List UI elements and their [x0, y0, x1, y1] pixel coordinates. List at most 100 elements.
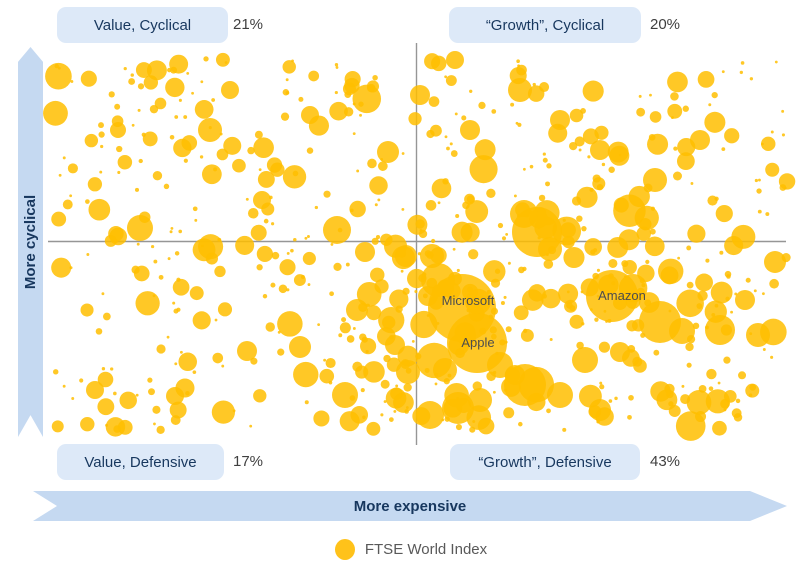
- bubble-large: [468, 388, 492, 412]
- bubble: [80, 70, 97, 87]
- bubble: [266, 157, 283, 173]
- bubble: [675, 411, 706, 441]
- bubble: [761, 136, 776, 152]
- bubble: [516, 59, 520, 64]
- bubble: [153, 259, 158, 264]
- bubble: [369, 176, 388, 195]
- bubble: [232, 158, 246, 173]
- bubble: [644, 236, 665, 257]
- bubble: [138, 158, 143, 164]
- bubble: [153, 422, 156, 426]
- bubble: [203, 56, 209, 62]
- bubble: [350, 406, 369, 424]
- bubble: [307, 283, 311, 286]
- bubble-large: [166, 387, 184, 405]
- bubble-label-apple: Apple: [461, 335, 494, 350]
- bubble: [333, 262, 342, 272]
- bubble: [191, 91, 194, 95]
- bubble: [98, 122, 104, 129]
- bubble: [102, 312, 111, 321]
- bubble: [756, 188, 762, 194]
- bubble: [52, 369, 59, 375]
- bubble: [250, 224, 267, 241]
- bubble: [346, 335, 355, 343]
- bubble: [271, 251, 280, 260]
- bubble: [370, 267, 385, 283]
- bubble: [169, 230, 173, 234]
- bubble: [731, 408, 742, 419]
- bubble: [569, 141, 578, 151]
- quadrant-label-value-cyclical: Value, Cyclical: [93, 16, 192, 34]
- bubble: [454, 112, 458, 116]
- bubble-label-amazon: Amazon: [598, 288, 646, 303]
- bubble: [165, 77, 185, 98]
- bubble: [394, 245, 417, 268]
- bubble: [401, 152, 405, 155]
- bubble: [277, 330, 281, 334]
- bubble: [214, 265, 226, 278]
- bubble: [627, 414, 632, 420]
- bubble: [277, 311, 303, 337]
- bubble: [681, 384, 685, 388]
- bubble: [51, 257, 72, 278]
- bubble: [609, 145, 630, 166]
- bubble: [581, 225, 587, 232]
- bubble: [367, 158, 377, 169]
- quadrant-pct-growth-defensive: 43%: [650, 453, 681, 470]
- bubble: [221, 364, 225, 368]
- bubble: [330, 243, 334, 246]
- bubble-large: [253, 191, 271, 209]
- bubble: [576, 186, 598, 208]
- bubble: [431, 178, 452, 199]
- bubble: [254, 130, 263, 139]
- bubble: [154, 97, 167, 110]
- bubble: [569, 108, 584, 123]
- bubble-large: [690, 130, 710, 150]
- bubble: [686, 245, 692, 251]
- bubble: [306, 147, 314, 154]
- bubble: [634, 205, 659, 231]
- bubble-large: [610, 342, 630, 362]
- bubble: [426, 129, 435, 139]
- bubble: [724, 128, 740, 144]
- quadrant-pct-growth-cyclical: 20%: [650, 16, 681, 33]
- bubble: [329, 101, 348, 121]
- bubble: [765, 212, 770, 217]
- bubble: [313, 410, 330, 427]
- bubble: [282, 60, 296, 74]
- bubble: [730, 310, 734, 314]
- quadrant-pct-value-cyclical: 21%: [233, 16, 264, 33]
- bubble: [483, 260, 506, 283]
- bubble: [584, 238, 602, 256]
- bubble: [725, 296, 730, 301]
- bubble: [739, 70, 743, 75]
- bubble: [87, 177, 103, 192]
- bubble: [468, 249, 479, 260]
- bubble: [51, 211, 67, 227]
- bubble: [319, 368, 335, 384]
- bubble: [638, 94, 642, 98]
- bubble-large: [420, 244, 444, 268]
- bubble-large: [547, 382, 573, 408]
- legend-label: FTSE World Index: [364, 540, 488, 558]
- bubble: [542, 152, 546, 156]
- bubble: [522, 167, 526, 171]
- bubble: [308, 70, 320, 82]
- bubble: [770, 130, 774, 134]
- bubble: [142, 131, 158, 147]
- bubble: [189, 286, 204, 301]
- bubble: [697, 71, 715, 88]
- bubble: [599, 384, 605, 390]
- bubble: [598, 341, 610, 353]
- bubble-large: [289, 336, 311, 358]
- bubble: [677, 256, 681, 260]
- bubble: [774, 60, 778, 64]
- bubble: [466, 195, 475, 204]
- bubble: [497, 222, 504, 229]
- bubble-large: [764, 251, 786, 273]
- bubble: [114, 103, 121, 110]
- bubble: [372, 74, 378, 81]
- bubble: [201, 164, 222, 185]
- bubble: [781, 133, 785, 137]
